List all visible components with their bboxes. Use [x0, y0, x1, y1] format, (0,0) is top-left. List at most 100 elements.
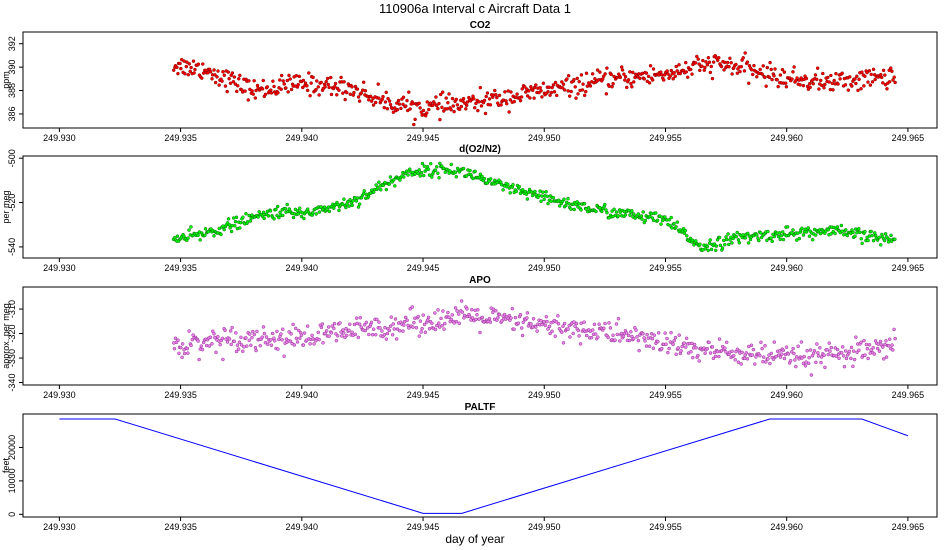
data-point	[337, 88, 341, 92]
data-point	[816, 354, 821, 358]
data-point	[706, 248, 710, 253]
data-point	[777, 349, 782, 353]
data-point	[539, 319, 543, 323]
data-point	[597, 322, 601, 327]
data-point	[833, 346, 838, 350]
data-point	[862, 338, 866, 343]
data-point	[333, 81, 338, 86]
y-axis-label: per meg	[1, 190, 11, 223]
data-point	[749, 68, 754, 72]
data-point	[776, 353, 781, 357]
data-point	[473, 169, 477, 174]
data-point	[632, 80, 636, 84]
data-point	[703, 247, 708, 251]
data-point	[620, 68, 625, 72]
data-point	[475, 312, 479, 317]
data-point	[669, 68, 674, 73]
data-point	[384, 187, 389, 192]
data-point	[560, 330, 564, 335]
data-point	[293, 326, 298, 331]
data-point	[390, 333, 395, 337]
data-point	[837, 356, 841, 361]
data-point	[525, 94, 530, 98]
data-point	[554, 320, 559, 324]
data-point	[261, 325, 266, 329]
data-point	[391, 110, 396, 115]
data-point	[301, 343, 306, 347]
data-point	[612, 207, 616, 212]
data-point	[234, 215, 239, 220]
data-point	[502, 312, 507, 317]
data-point	[288, 339, 293, 343]
data-point	[562, 321, 567, 326]
data-point	[310, 211, 315, 215]
data-point	[228, 329, 233, 333]
data-point	[198, 238, 202, 242]
data-point	[333, 84, 337, 89]
plot-frame	[22, 286, 938, 386]
data-point	[356, 205, 361, 209]
data-point	[340, 334, 344, 338]
data-point	[323, 85, 327, 89]
data-point	[248, 332, 252, 336]
data-point	[497, 312, 502, 317]
data-point	[200, 76, 204, 80]
data-point	[711, 60, 716, 64]
data-point	[457, 107, 462, 112]
data-point	[810, 237, 815, 242]
data-point	[379, 188, 383, 192]
data-point	[778, 355, 783, 359]
data-point	[690, 72, 694, 76]
data-point	[453, 170, 458, 175]
data-point	[230, 325, 234, 330]
data-point	[216, 69, 220, 73]
data-point	[271, 79, 275, 83]
data-point	[430, 321, 434, 326]
data-point	[417, 168, 421, 172]
data-point	[579, 321, 583, 326]
data-point	[550, 329, 554, 334]
data-point	[865, 346, 870, 351]
data-point	[222, 227, 226, 232]
data-point	[297, 206, 302, 210]
data-point	[614, 210, 619, 214]
data-point	[631, 212, 636, 216]
data-point	[561, 324, 565, 329]
data-point	[870, 80, 875, 84]
data-point	[187, 62, 192, 66]
data-point	[881, 81, 885, 85]
data-point	[435, 165, 439, 169]
data-point	[356, 95, 361, 99]
data-point	[794, 355, 799, 359]
data-point	[744, 351, 749, 355]
data-point	[467, 314, 472, 319]
data-point	[887, 337, 892, 341]
data-point	[447, 92, 451, 96]
data-point	[430, 175, 434, 179]
data-point	[666, 72, 670, 76]
data-point	[656, 339, 660, 344]
data-point	[672, 70, 676, 75]
data-point	[479, 104, 484, 108]
data-point	[480, 174, 484, 179]
data-point	[865, 70, 869, 75]
data-point	[305, 324, 310, 328]
data-point	[321, 341, 325, 345]
data-point	[338, 321, 342, 325]
data-point	[317, 210, 322, 214]
data-point	[394, 337, 399, 341]
data-point	[639, 214, 644, 218]
data-point	[413, 117, 417, 122]
data-point	[869, 72, 873, 77]
data-point	[285, 202, 289, 207]
data-point	[494, 93, 498, 97]
data-point	[833, 231, 837, 236]
x-tick-label: 249.955	[649, 263, 682, 273]
series	[171, 161, 897, 253]
data-point	[385, 107, 390, 111]
data-point	[580, 88, 585, 92]
data-point	[518, 98, 523, 103]
data-point	[671, 342, 675, 347]
data-point	[419, 170, 424, 175]
data-point	[428, 161, 433, 166]
